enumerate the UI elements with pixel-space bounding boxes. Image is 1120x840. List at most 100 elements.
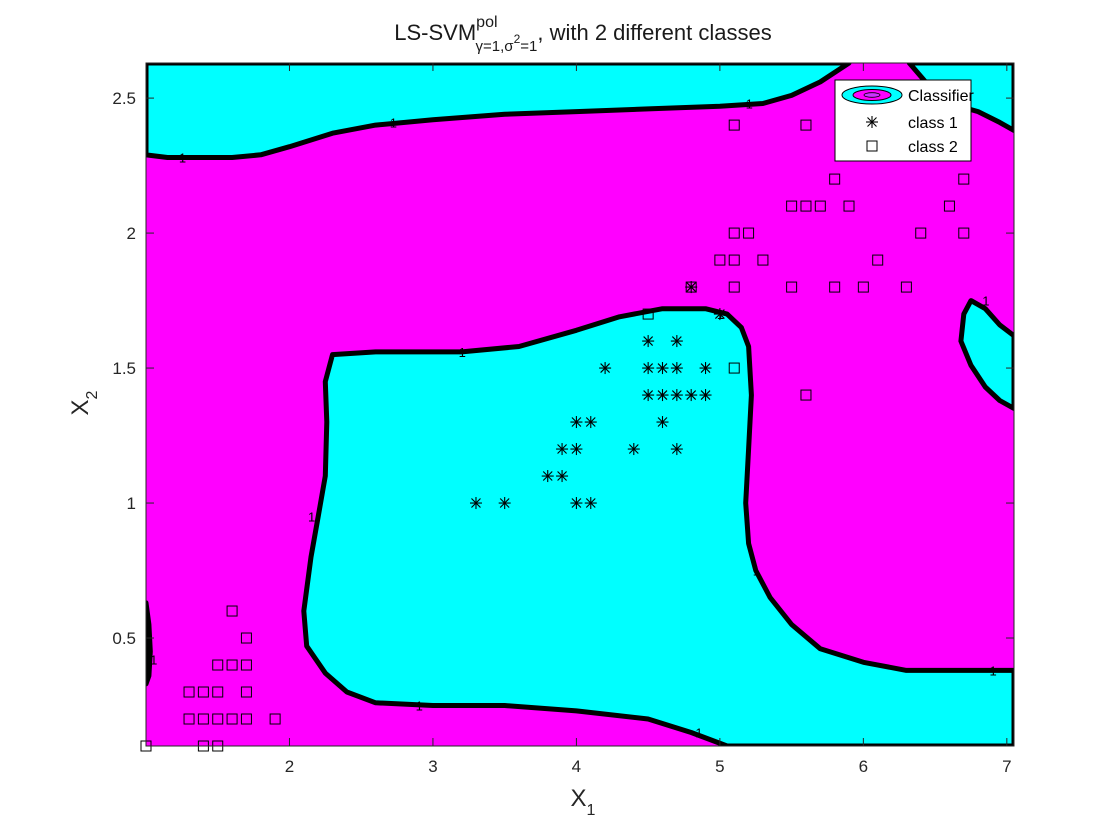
class2-point [814,200,826,212]
class2-point [843,200,855,212]
class1-point [498,497,511,510]
x-axis-label-base: X [571,785,587,812]
x-tick-label: 3 [428,757,437,776]
class2-point [240,713,252,725]
class2-point [183,686,195,698]
class2-point [240,686,252,698]
class2-point [728,254,740,266]
left-edge-region-boundary [146,600,153,687]
class2-point [728,281,740,293]
plot-area: 111111111111 [140,62,1015,752]
class2-point [728,119,740,131]
legend-label-class1: class 1 [908,115,958,132]
class2-point [958,227,970,239]
class2-point [800,200,812,212]
class2-point [958,173,970,185]
y-tick-label: 2.5 [112,89,136,108]
class1-point [570,416,583,429]
class1-point [541,470,554,483]
class1-point [556,443,569,456]
class2-point [685,281,697,293]
class2-point [240,632,252,644]
y-tick-label: 2 [127,224,136,243]
class2-point [915,227,927,239]
class2-point [212,659,224,671]
legend-marker-square-icon [866,140,878,152]
class2-point [728,362,740,374]
chart-title-rest: , with 2 different classes [537,20,771,45]
x-axis-label-sub: 1 [587,802,596,819]
class2-point [212,686,224,698]
class1-point [670,362,683,375]
right-region-boundary [958,298,1014,411]
class1-point [699,389,712,402]
class1-point [627,443,640,456]
class2-point [800,389,812,401]
class2-point [197,713,209,725]
class2-point [872,254,884,266]
boundary-level-label: 1 [459,345,466,360]
class2-point [183,713,195,725]
decision-regions: 111111111111 [146,63,1014,746]
class2-point [226,605,238,617]
class1-point [670,443,683,456]
class2-point [743,227,755,239]
class1-point [469,497,482,510]
class1-point [570,443,583,456]
chart-title: LS-SVMpol γ=1,σ2=1, with 2 different clas… [394,14,771,55]
legend: Classifier class 1 class 2 [834,79,974,162]
boundary-level-label: 1 [150,653,157,668]
class2-point [900,281,912,293]
class2-point [786,200,798,212]
chart-title-subscript: γ=1,σ [476,38,515,55]
x-tick-label: 4 [572,757,581,776]
class2-point [728,227,740,239]
class2-point [269,713,281,725]
top-left-region [146,63,849,158]
y-axis-label: X2 [67,390,101,415]
class1-point [699,362,712,375]
class1-point [584,416,597,429]
class1-point [570,497,583,510]
boundary-level-label: 1 [753,564,760,579]
legend-label-classifier: Classifier [908,88,974,105]
class1-point [642,362,655,375]
class1-point [642,389,655,402]
data-points [140,119,970,752]
class2-point [240,659,252,671]
class1-point [556,470,569,483]
plot-frame [145,62,1015,747]
class1-point [656,389,669,402]
class2-point [829,173,841,185]
class2-point [943,200,955,212]
class2-point [857,281,869,293]
class1-point [599,362,612,375]
class1-point [685,281,698,294]
boundary-level-label: 1 [695,726,702,741]
chart-title-main: LS-SVM [394,20,476,45]
class2-point [197,686,209,698]
class1-point [642,335,655,348]
class2-point [226,713,238,725]
class1-point [656,416,669,429]
boundary-level-label: 1 [179,150,186,165]
class1-point [670,389,683,402]
class1-point [713,308,726,321]
y-axis-label-sub: 2 [84,390,101,399]
chart-title-superscript: pol [476,14,497,31]
x-tick-label: 7 [1002,757,1011,776]
class2-point [212,713,224,725]
y-tick-label: 0.5 [112,629,136,648]
class1-point [670,335,683,348]
class2-point [226,659,238,671]
x-tick-label: 2 [285,757,294,776]
y-tick-label: 1 [127,494,136,513]
boundary-level-label: 1 [390,115,397,130]
class1-point [584,497,597,510]
class1-point [656,362,669,375]
boundary-level-label: 1 [982,294,989,309]
x-axis-label: X1 [571,785,596,819]
class1-point [685,389,698,402]
boundary-level-label: 1 [308,510,315,525]
